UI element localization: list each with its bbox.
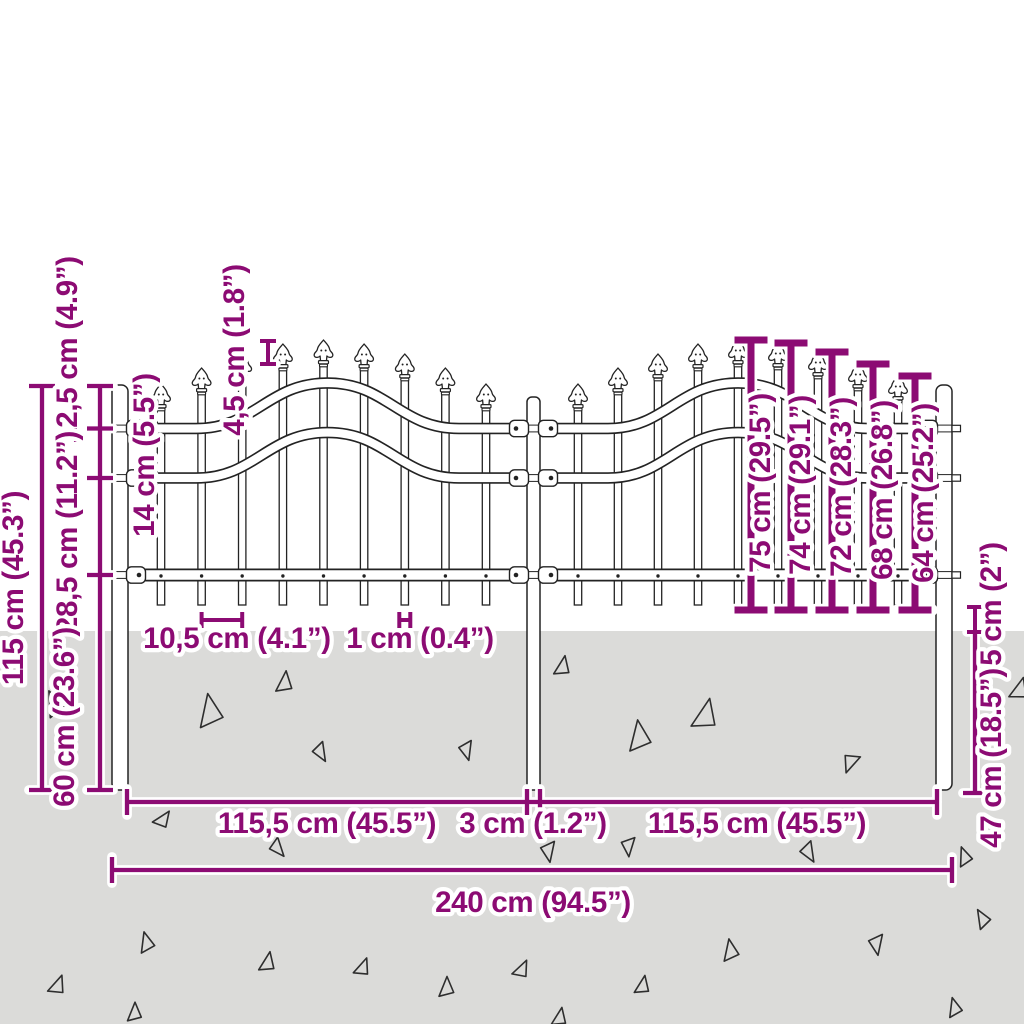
dim-label-total-width: 240 cm (94.5”) bbox=[435, 886, 631, 919]
dim-label-span-left: 115,5 cm (45.5”) bbox=[218, 807, 436, 840]
dimension-labels: 115 cm (45.3”) 12,5 cm (4.9”) 14 cm (5.5… bbox=[0, 252, 1012, 923]
dim-label-total-height: 115 cm (45.3”) bbox=[0, 491, 30, 685]
dim-label-picket-spacing: 10,5 cm (4.1”) bbox=[143, 622, 331, 655]
dim-label-span-right: 115,5 cm (45.5”) bbox=[648, 807, 866, 840]
dimension-lines bbox=[24, 333, 992, 888]
dim-label-post-top-offset: 12,5 cm (4.9”) bbox=[51, 256, 84, 444]
dim-label-lower-section: 28,5 cm (11.2”) bbox=[51, 431, 84, 633]
dim-label-ground-clearance: 5 cm (2”) bbox=[975, 542, 1008, 666]
dim-label-center-post-width: 3 cm (1.2”) bbox=[459, 807, 607, 840]
dim-label-picket-75: 75 cm (29.5”) bbox=[744, 393, 777, 573]
dim-label-spear-height: 4,5 cm (1.8”) bbox=[218, 264, 251, 436]
dim-label-picket-diameter: 1 cm (0.4”) bbox=[346, 622, 494, 655]
dim-label-picket-64: 64 cm (25.2”) bbox=[907, 403, 940, 583]
soil-triangles bbox=[46, 654, 1024, 1024]
dim-label-picket-74: 74 cm (29.1”) bbox=[784, 395, 817, 575]
dim-label-buried-depth-left: 60 cm (23.6”) bbox=[48, 627, 81, 807]
dim-label-buried-depth-right: 47 cm (18.5”) bbox=[975, 668, 1008, 848]
dim-label-picket-72: 72 cm (28.3”) bbox=[825, 397, 858, 577]
dim-label-picket-68: 68 cm (26.8”) bbox=[866, 400, 899, 580]
ground bbox=[0, 631, 1024, 1024]
dim-label-rail-gap: 14 cm (5.5”) bbox=[128, 373, 161, 537]
